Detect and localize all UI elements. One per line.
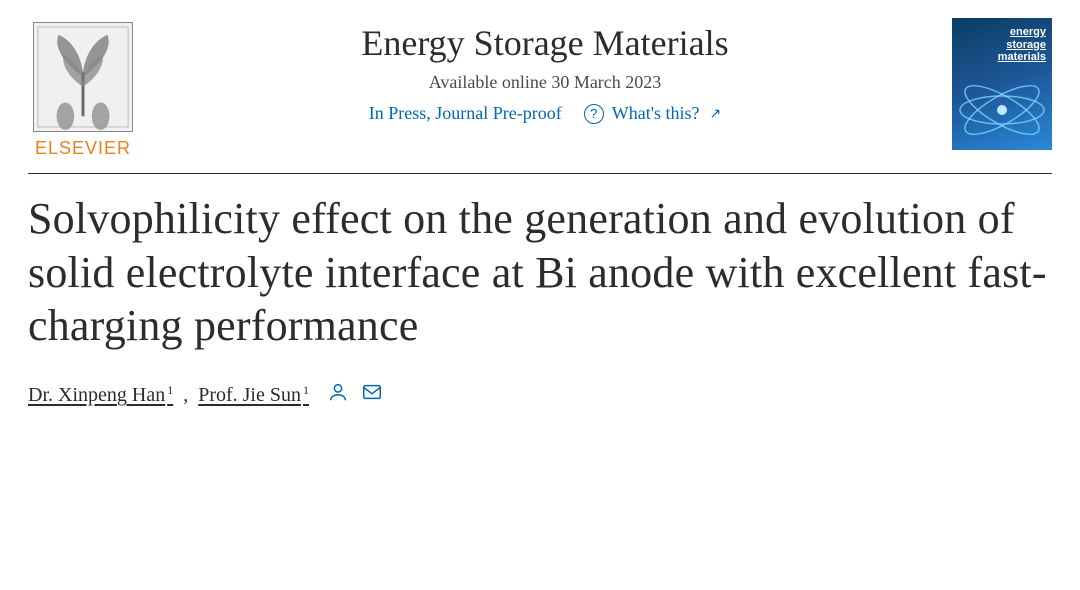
cover-word-1: energy bbox=[958, 26, 1046, 39]
cover-word-3: materials bbox=[958, 51, 1046, 64]
cover-word-2: storage bbox=[958, 39, 1046, 52]
cover-art bbox=[952, 80, 1052, 140]
whats-this-label: What's this? bbox=[612, 103, 700, 124]
author-list: Dr. Xinpeng Han1 , Prof. Jie Sun1 bbox=[28, 381, 1052, 409]
envelope-icon bbox=[361, 381, 383, 403]
journal-cover-thumbnail[interactable]: energy storage materials bbox=[952, 18, 1052, 150]
elsevier-tree-logo bbox=[33, 22, 133, 132]
article-title: Solvophilicity effect on the generation … bbox=[28, 192, 1052, 353]
whats-this-link[interactable]: ? What's this? ↗ bbox=[584, 103, 721, 124]
author-link[interactable]: Dr. Xinpeng Han1 bbox=[28, 384, 173, 406]
publisher-name: ELSEVIER bbox=[35, 138, 131, 159]
journal-name-link[interactable]: Energy Storage Materials bbox=[158, 22, 932, 64]
author-name: Prof. Jie Sun bbox=[198, 384, 301, 406]
affiliation-mark: 1 bbox=[303, 383, 309, 397]
person-icon bbox=[327, 381, 349, 403]
author-separator: , bbox=[183, 384, 188, 407]
publisher-block: ELSEVIER bbox=[28, 22, 138, 159]
article-status-link[interactable]: In Press, Journal Pre-proof bbox=[369, 103, 562, 124]
journal-meta: Energy Storage Materials Available onlin… bbox=[138, 18, 952, 124]
author-email-button[interactable] bbox=[361, 381, 383, 409]
author-item: Dr. Xinpeng Han1 bbox=[28, 383, 173, 408]
author-name: Dr. Xinpeng Han bbox=[28, 384, 165, 406]
author-link[interactable]: Prof. Jie Sun1 bbox=[198, 384, 309, 406]
article-header: ELSEVIER Energy Storage Materials Availa… bbox=[28, 18, 1052, 174]
help-icon: ? bbox=[584, 104, 604, 124]
external-link-icon: ↗ bbox=[709, 105, 721, 122]
available-online-date: Available online 30 March 2023 bbox=[158, 72, 932, 93]
author-profile-button[interactable] bbox=[327, 381, 349, 409]
affiliation-mark: 1 bbox=[167, 383, 173, 397]
author-action-icons bbox=[327, 381, 383, 409]
status-line: In Press, Journal Pre-proof ? What's thi… bbox=[158, 103, 932, 124]
author-item: Prof. Jie Sun1 bbox=[198, 383, 309, 408]
